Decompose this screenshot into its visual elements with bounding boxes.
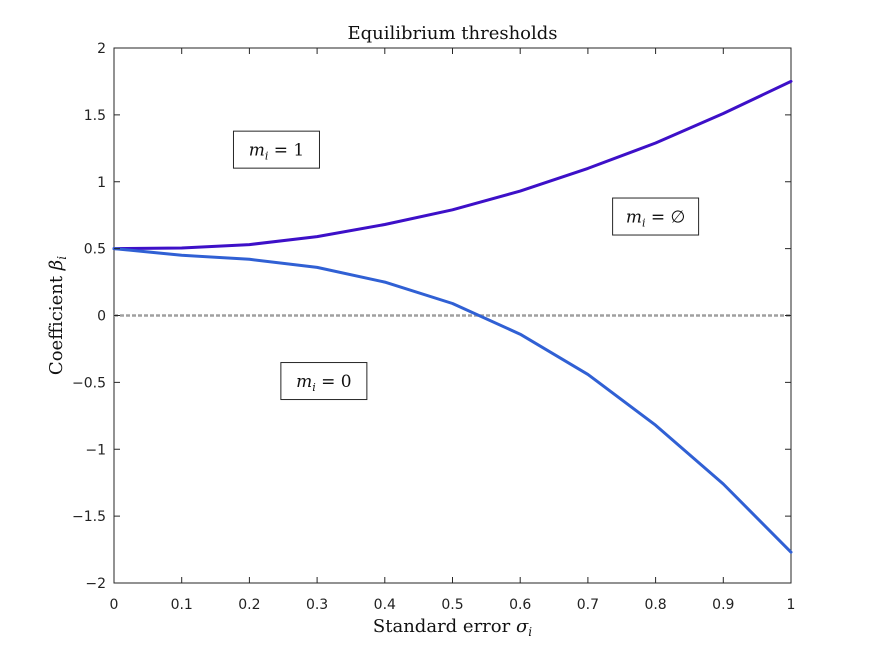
x-tick-label: 0.7 bbox=[577, 597, 599, 613]
x-tick-label: 0.8 bbox=[644, 597, 666, 613]
x-axis-label-subscript: i bbox=[528, 625, 532, 639]
y-tick-label: −0.5 bbox=[72, 375, 106, 391]
y-tick-label: −1 bbox=[85, 442, 106, 458]
x-tick-label: 0.5 bbox=[441, 597, 463, 613]
x-tick-label: 0.2 bbox=[238, 597, 260, 613]
y-axis-label-text: Coefficient bbox=[46, 270, 67, 375]
y-tick-label: −1.5 bbox=[72, 509, 106, 525]
series-layer bbox=[112, 79, 793, 554]
x-tick-label: 0.1 bbox=[171, 597, 193, 613]
x-axis-label-text: Standard error bbox=[373, 616, 516, 637]
y-tick-label: 0 bbox=[97, 309, 106, 325]
x-tick-label: 0.3 bbox=[306, 597, 328, 613]
annotation-label: mi = 1 bbox=[249, 141, 305, 163]
y-axis-label: Coefficient βi bbox=[46, 256, 69, 375]
annotation-symbol: m bbox=[626, 208, 642, 228]
x-tick-label: 1 bbox=[787, 597, 796, 613]
annotation-subscript: i bbox=[265, 150, 269, 163]
x-axis-label-symbol: σ bbox=[516, 616, 529, 637]
y-tick-label: 1 bbox=[97, 175, 106, 191]
annotation-label: mi = 0 bbox=[296, 372, 352, 394]
y-tick-label: −2 bbox=[85, 576, 106, 592]
y-tick-label: 0.5 bbox=[84, 242, 106, 258]
annotation-box bbox=[280, 362, 368, 401]
annotation-value: = 1 bbox=[268, 141, 304, 161]
region-annotation-3: mi = 0 bbox=[280, 362, 368, 401]
series-line-2 bbox=[112, 247, 793, 554]
x-axis-label: Standard error σi bbox=[373, 616, 532, 639]
annotation-box bbox=[612, 197, 700, 236]
annotation-label: mi = ∅ bbox=[626, 208, 686, 230]
chart-title: Equilibrium thresholds bbox=[347, 23, 557, 44]
series-line-1 bbox=[112, 79, 793, 251]
tick-layer: 0 0.1 0.2 0.3 0.4 0.5 0.6 0.7 0.8 0.9 1 2 1.5 1 0.5 0 −0… bbox=[72, 41, 795, 613]
annotation-symbol: m bbox=[249, 141, 265, 161]
x-tick-label: 0.4 bbox=[374, 597, 396, 613]
y-tick-label: 1.5 bbox=[84, 108, 106, 124]
region-annotation-1: mi = 1 bbox=[232, 130, 320, 169]
annotation-subscript: i bbox=[312, 381, 316, 394]
y-tick-label: 2 bbox=[97, 41, 106, 57]
annotation-subscript: i bbox=[642, 217, 646, 230]
annotation-symbol: m bbox=[296, 372, 312, 392]
x-tick-label: 0.9 bbox=[712, 597, 734, 613]
annotation-value: = 0 bbox=[316, 372, 352, 392]
y-axis-label-subscript: i bbox=[55, 256, 69, 260]
x-tick-label: 0.6 bbox=[509, 597, 531, 613]
annotation-box bbox=[232, 130, 320, 169]
y-axis-label-symbol: β bbox=[46, 260, 67, 271]
x-tick-label: 0 bbox=[110, 597, 119, 613]
region-annotation-2: mi = ∅ bbox=[612, 197, 700, 236]
annotation-layer: mi = 1mi = ∅mi = 0 bbox=[232, 130, 700, 401]
annotation-value: = ∅ bbox=[645, 208, 685, 228]
